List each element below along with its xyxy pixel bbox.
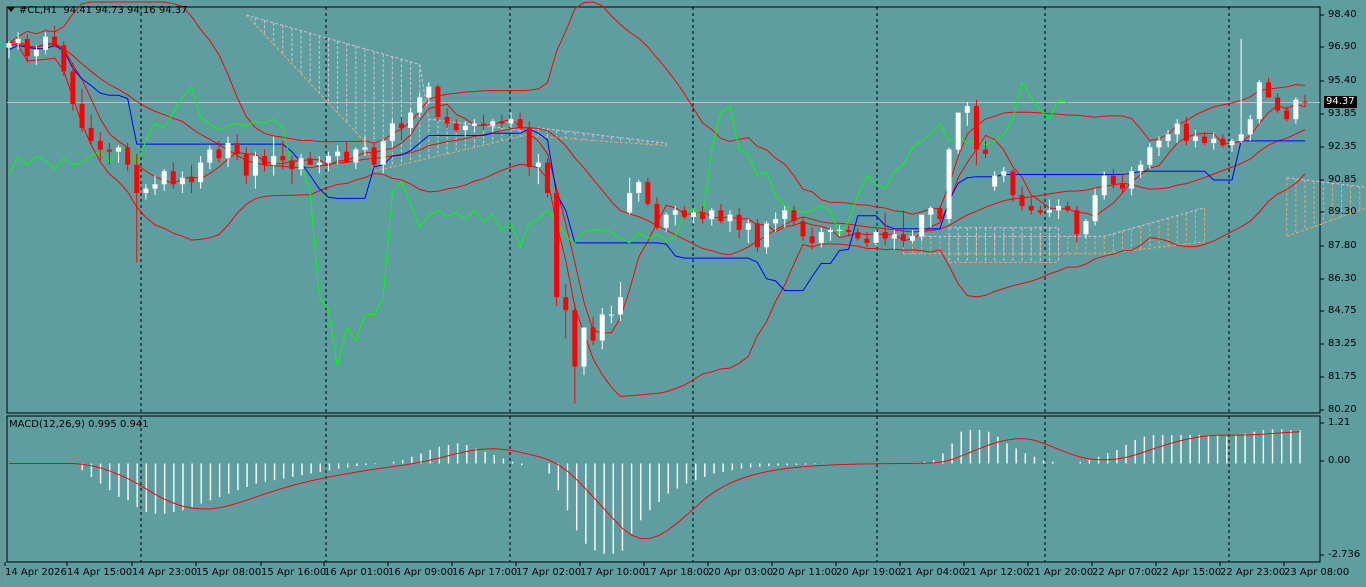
ohlc-close: 94.37 xyxy=(158,5,188,16)
time-tick: 20 Apr 03:00 xyxy=(708,567,774,578)
time-tick: 17 Apr 02:00 xyxy=(516,567,582,578)
dropdown-triangle-icon[interactable] xyxy=(7,7,15,12)
price-tick: 84.75 xyxy=(1328,305,1357,316)
price-tick: 98.40 xyxy=(1328,9,1357,20)
macd-tick: 0.00 xyxy=(1328,455,1351,466)
time-tick: 22 Apr 15:00 xyxy=(1156,567,1222,578)
time-tick: 15 Apr 16:00 xyxy=(261,567,327,578)
macd-label: MACD(12,26,9) xyxy=(9,419,85,430)
price-tick: 87.80 xyxy=(1328,240,1357,251)
price-tick: 80.20 xyxy=(1328,404,1357,415)
price-tick: 83.25 xyxy=(1328,338,1357,349)
price-tick: 96.90 xyxy=(1328,41,1357,52)
price-tick: 81.75 xyxy=(1328,371,1357,382)
time-tick: 22 Apr 07:00 xyxy=(1092,567,1158,578)
time-tick: 21 Apr 20:00 xyxy=(1028,567,1094,578)
time-tick: 22 Apr 23:00 xyxy=(1220,567,1286,578)
time-tick: 21 Apr 04:00 xyxy=(900,567,966,578)
macd-signal-value: 0.941 xyxy=(119,419,149,430)
time-tick: 20 Apr 19:00 xyxy=(836,567,902,578)
price-tick: 93.85 xyxy=(1328,108,1357,119)
price-tick: 92.35 xyxy=(1328,141,1357,152)
time-tick: 14 Apr 23:00 xyxy=(132,567,198,578)
price-tick: 90.85 xyxy=(1328,174,1357,185)
time-tick: 20 Apr 11:00 xyxy=(772,567,838,578)
time-tick: 15 Apr 08:00 xyxy=(196,567,262,578)
chart-title: #CL,H1 94.41 94.73 94.16 94.37 xyxy=(7,5,187,16)
time-tick: 14 Apr 2026 xyxy=(5,567,67,578)
ohlc-high: 94.73 xyxy=(95,5,124,16)
time-tick: 16 Apr 09:00 xyxy=(388,567,454,578)
macd-main-value: 0.995 xyxy=(88,419,117,430)
macd-title: MACD(12,26,9) 0.995 0.941 xyxy=(9,419,149,430)
macd-tick: 1.21 xyxy=(1328,417,1351,428)
ohlc-low: 94.16 xyxy=(127,5,156,16)
ohlc-open: 94.41 xyxy=(63,5,92,16)
price-tick: 95.40 xyxy=(1328,75,1357,86)
price-tick: 86.30 xyxy=(1328,273,1357,284)
price-tick: 89.30 xyxy=(1328,206,1357,217)
time-tick: 17 Apr 18:00 xyxy=(644,567,710,578)
time-tick: 21 Apr 12:00 xyxy=(964,567,1030,578)
time-tick: 16 Apr 01:00 xyxy=(324,567,390,578)
current-price-tag: 94.37 xyxy=(1324,96,1357,108)
time-tick: 17 Apr 10:00 xyxy=(580,567,646,578)
time-tick: 16 Apr 17:00 xyxy=(452,567,518,578)
macd-tick: -2.736 xyxy=(1328,549,1361,560)
time-tick: 14 Apr 15:00 xyxy=(67,567,133,578)
time-tick: 23 Apr 08:00 xyxy=(1284,567,1350,578)
symbol-timeframe: #CL,H1 xyxy=(19,5,57,16)
